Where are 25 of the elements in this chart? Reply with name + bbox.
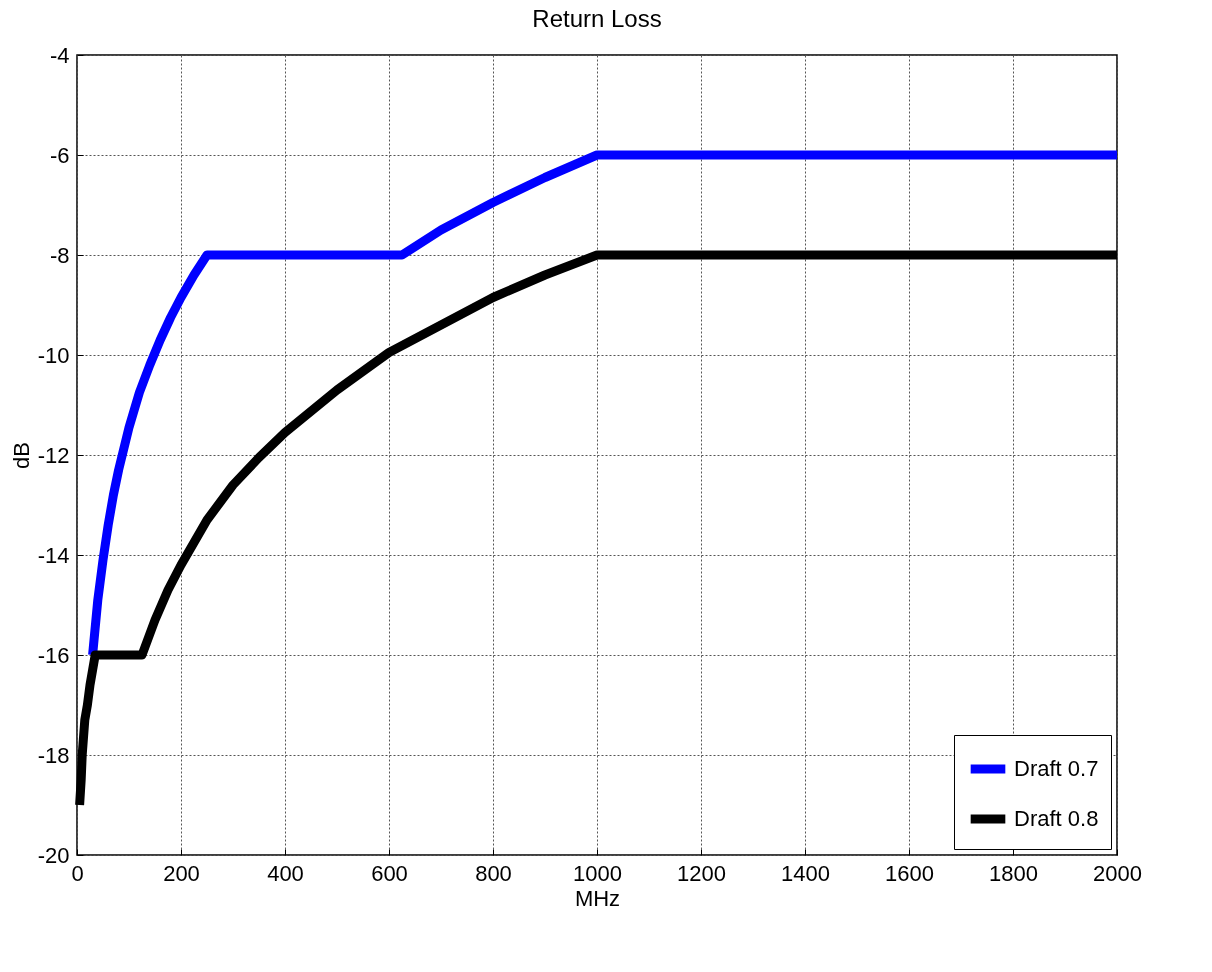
x-tick-label: 1000 bbox=[573, 860, 622, 886]
y-tick-label: -6 bbox=[49, 142, 70, 168]
y-tick-label: -12 bbox=[37, 442, 70, 468]
y-axis-title: dB bbox=[8, 442, 34, 469]
x-axis-title: MHz bbox=[574, 885, 621, 911]
x-tick-label: 400 bbox=[267, 860, 304, 886]
legend-label: Draft 0.8 bbox=[1014, 806, 1099, 831]
x-tick-label: 1400 bbox=[781, 860, 830, 886]
y-tick-label: -8 bbox=[49, 242, 70, 268]
y-tick-label: -4 bbox=[49, 42, 70, 68]
y-tick-label: -16 bbox=[37, 642, 70, 668]
x-tick-label: 200 bbox=[163, 860, 200, 886]
x-tick-label: 1600 bbox=[885, 860, 934, 886]
y-tick-label: -14 bbox=[37, 542, 70, 568]
x-tick-label: 0 bbox=[71, 860, 84, 886]
y-tick-label: -20 bbox=[37, 842, 70, 868]
y-tick-label: -10 bbox=[37, 342, 70, 368]
legend-label: Draft 0.7 bbox=[1014, 756, 1099, 781]
x-tick-label: 2000 bbox=[1093, 860, 1142, 886]
x-tick-label: 600 bbox=[371, 860, 408, 886]
x-tick-label: 1800 bbox=[989, 860, 1038, 886]
chart-title: Return Loss bbox=[532, 5, 662, 32]
x-tick-label: 800 bbox=[475, 860, 512, 886]
y-tick-label: -18 bbox=[37, 742, 70, 768]
x-tick-label: 1200 bbox=[677, 860, 726, 886]
